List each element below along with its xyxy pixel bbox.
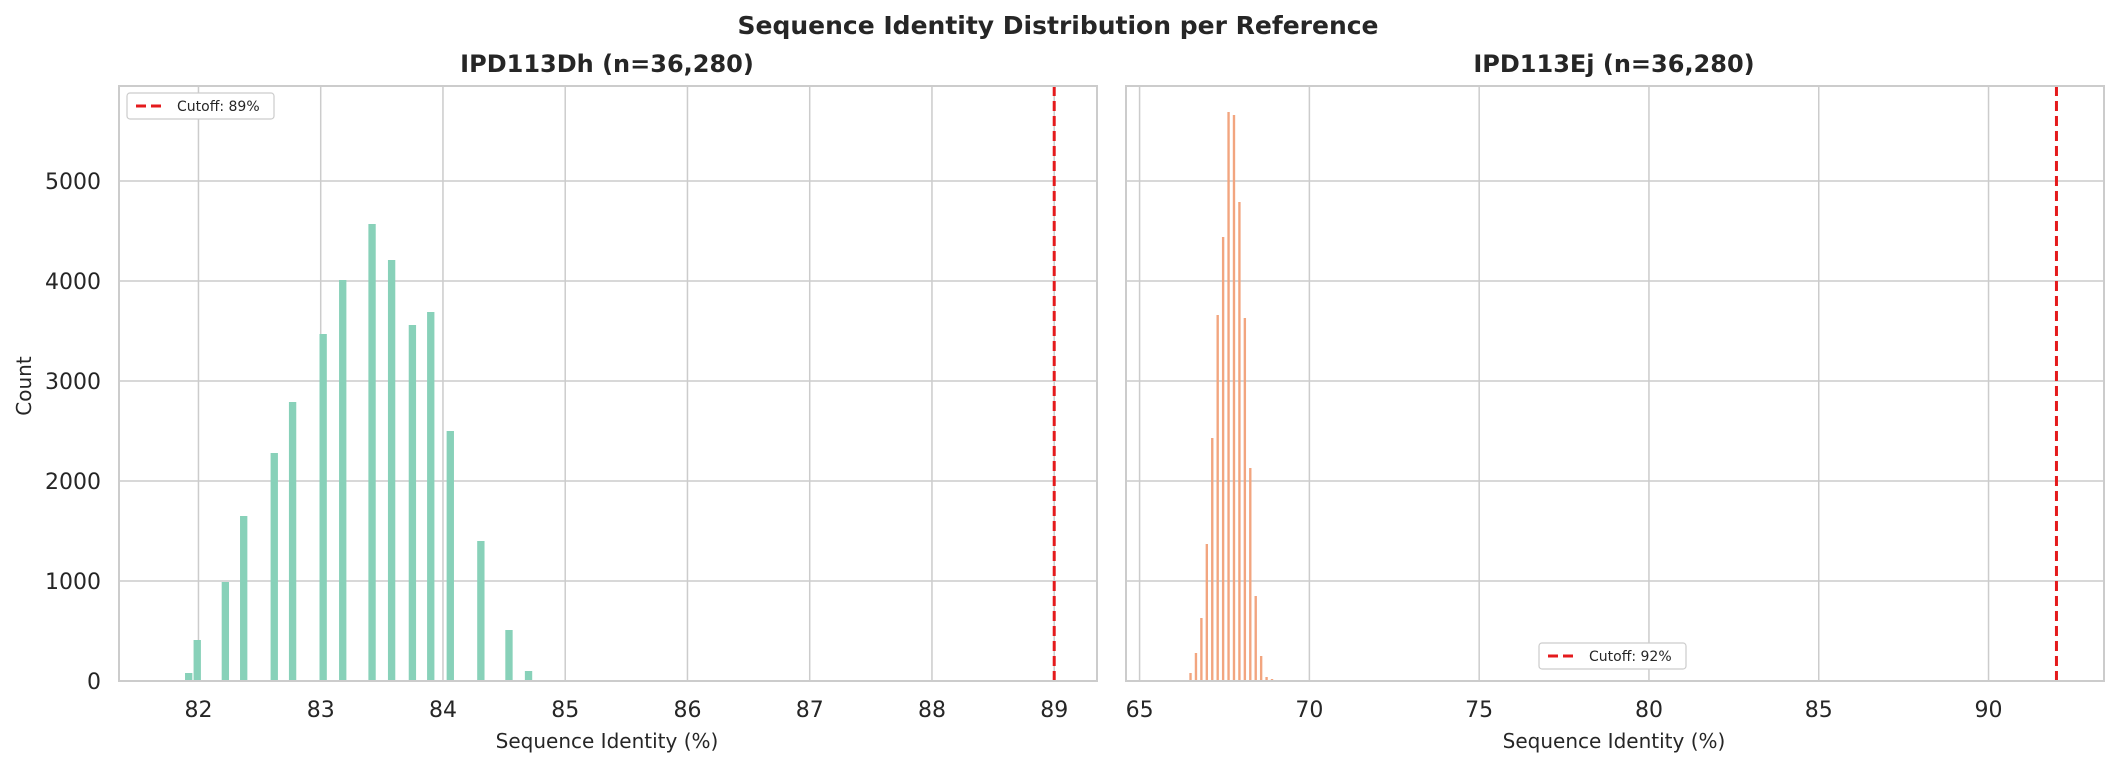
- legend-box: [126, 92, 275, 120]
- y-tick-label: 3000: [45, 370, 101, 395]
- x-tick-label: 86: [673, 698, 701, 723]
- histogram-bar: [288, 402, 297, 681]
- y-axis-label: Count: [12, 356, 36, 416]
- y-tick-label: 5000: [45, 170, 101, 195]
- histogram-bar: [524, 671, 533, 681]
- histogram-bar: [240, 516, 248, 681]
- histogram-bar: [1200, 618, 1203, 681]
- histogram-bar: [1205, 544, 1209, 681]
- legend: Cutoff: 92%: [1538, 642, 1687, 670]
- y-tick-label: 1000: [45, 570, 101, 595]
- histogram-bar: [1254, 596, 1257, 681]
- histogram-bar: [477, 541, 485, 681]
- x-tick-label: 88: [918, 698, 946, 723]
- histogram-bar: [319, 334, 327, 681]
- x-tick-label: 90: [1975, 698, 2003, 723]
- y-tick-label: 4000: [45, 270, 101, 295]
- grid: [1126, 86, 2104, 682]
- x-tick-label: 84: [429, 698, 457, 723]
- y-tick-label: 0: [87, 670, 101, 695]
- histogram-bar: [1221, 237, 1225, 681]
- x-tick-label: 82: [184, 698, 212, 723]
- figure-title: Sequence Identity Distribution per Refer…: [737, 11, 1378, 40]
- x-tick-label: 89: [1040, 698, 1068, 723]
- x-tick-label: 85: [551, 698, 579, 723]
- x-tick-label: 65: [1126, 698, 1154, 723]
- histogram-bar: [427, 312, 435, 681]
- panel-title: IPD113Ej (n=36,280): [1473, 50, 1754, 78]
- x-tick-label: 83: [307, 698, 335, 723]
- plot-frame: [1125, 85, 2105, 682]
- grid: [119, 86, 1097, 682]
- histogram-bar: [408, 325, 417, 681]
- panel-title: IPD113Dh (n=36,280): [460, 50, 754, 78]
- histogram-bar: [193, 640, 201, 681]
- legend-label: Cutoff: 92%: [1589, 649, 1672, 665]
- bars: [185, 224, 533, 681]
- histogram-bar: [368, 224, 376, 681]
- histogram-bar: [1265, 677, 1268, 681]
- legend: Cutoff: 89%: [126, 92, 275, 120]
- histogram-bar: [1189, 673, 1192, 681]
- y-tick-label: 2000: [45, 470, 101, 495]
- legend-box: [1538, 642, 1687, 670]
- histogram-bar: [221, 582, 230, 681]
- histogram-bar: [387, 260, 396, 681]
- histogram-bar: [1194, 653, 1198, 681]
- histogram-bar: [1227, 112, 1230, 681]
- panel-ipd113ej: IPD113Ej (n=36,280) Sequence Identity (%…: [1125, 50, 2105, 753]
- x-tick-label: 70: [1295, 698, 1323, 723]
- x-tick-label: 75: [1465, 698, 1493, 723]
- histogram-bar: [1216, 315, 1219, 681]
- histogram-bar: [339, 280, 347, 681]
- bars: [1189, 112, 1279, 681]
- panel-ipd113dh: IPD113Dh (n=36,280) Sequence Identity (%…: [12, 50, 1098, 753]
- histogram-bar: [185, 673, 193, 681]
- legend-label: Cutoff: 89%: [177, 99, 260, 115]
- histogram-bar: [505, 630, 513, 681]
- x-axis-label: Sequence Identity (%): [1503, 729, 1726, 753]
- x-tick-label: 85: [1805, 698, 1833, 723]
- histogram-bar: [1211, 438, 1214, 681]
- histogram-bar: [270, 453, 278, 681]
- plot-frame: [118, 85, 1098, 682]
- x-tick-label: 87: [796, 698, 824, 723]
- histogram-bar: [1238, 202, 1241, 681]
- histogram-bar: [1249, 468, 1252, 681]
- histogram-bar: [1243, 318, 1247, 681]
- histogram-bar: [1259, 656, 1263, 681]
- x-tick-label: 80: [1635, 698, 1663, 723]
- x-axis-label: Sequence Identity (%): [496, 729, 719, 753]
- histogram-bar: [446, 431, 454, 681]
- histogram-bar: [1232, 115, 1236, 681]
